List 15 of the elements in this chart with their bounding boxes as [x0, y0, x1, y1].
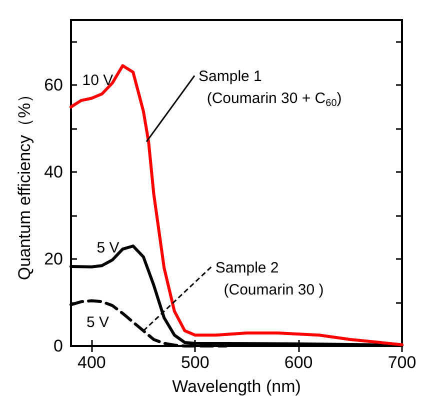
y-tick-label: 40: [44, 162, 63, 182]
y-tick-label: 60: [44, 76, 63, 95]
annotation: Sample 2 (Coumarin 30 ): [215, 259, 324, 298]
series-label: 5 V: [86, 314, 109, 331]
y-tick-label: 20: [44, 250, 63, 269]
x-axis-title: Wavelength (nm): [172, 377, 301, 396]
x-tick-label: 600: [284, 353, 313, 372]
series-label: 10 V: [82, 72, 114, 90]
x-tick-label: 700: [388, 353, 416, 372]
y-axis-title: Quantum efficiency（%）: [15, 86, 34, 280]
y-tick-label: 0: [54, 336, 63, 356]
x-tick-label: 500: [180, 353, 210, 372]
x-tick-label: 400: [78, 353, 106, 372]
line-series: [70, 64, 404, 346]
series-label: 5 V: [96, 240, 120, 257]
